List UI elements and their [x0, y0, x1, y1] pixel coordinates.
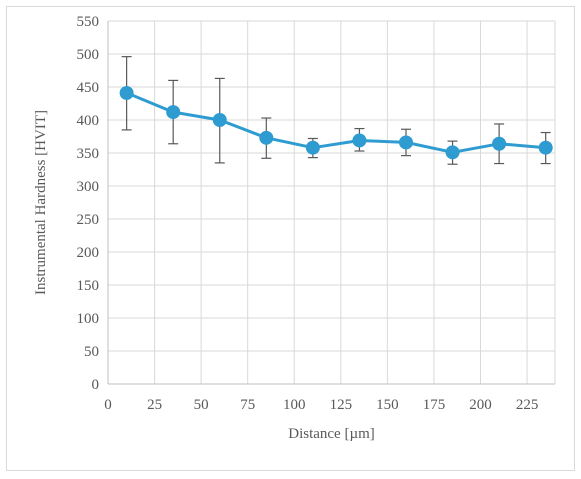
data-point — [120, 86, 133, 99]
y-tick-label: 550 — [77, 14, 100, 30]
data-point — [213, 114, 226, 127]
data-point — [539, 141, 552, 154]
x-tick-label: 100 — [283, 397, 306, 413]
data-point — [446, 146, 459, 159]
x-tick-label: 150 — [376, 397, 399, 413]
error-bars — [122, 57, 551, 165]
y-tick-label: 400 — [77, 113, 100, 129]
data-point — [260, 131, 273, 144]
data-point — [167, 106, 180, 119]
y-tick-label: 500 — [77, 47, 100, 63]
y-tick-label: 200 — [77, 245, 100, 261]
x-tick-label: 0 — [104, 397, 112, 413]
y-tick-label: 350 — [77, 146, 100, 162]
data-point — [306, 141, 319, 154]
x-tick-label: 175 — [423, 397, 446, 413]
chart-frame: 0 50 100 150 200 250 300 350 400 450 500 550 0 25 50 75… — [6, 6, 575, 471]
x-tick-label: 200 — [469, 397, 492, 413]
series-line — [127, 93, 546, 152]
y-tick-label: 450 — [77, 80, 100, 96]
x-tick-label: 75 — [240, 397, 255, 413]
y-tick-label: 100 — [77, 311, 100, 327]
series-path — [127, 93, 546, 152]
hardness-chart: 0 50 100 150 200 250 300 350 400 450 500 550 0 25 50 75… — [7, 7, 576, 472]
x-tick-label: 25 — [147, 397, 162, 413]
axes — [108, 21, 555, 384]
x-tick-label: 125 — [330, 397, 353, 413]
y-tick-label: 250 — [77, 212, 100, 228]
gridlines — [108, 21, 555, 384]
y-tick-label: 150 — [77, 278, 100, 294]
x-axis-title: Distance [µm] — [288, 426, 375, 442]
x-tick-label: 225 — [516, 397, 539, 413]
y-axis-title: Instrumental Hardness [HVIT] — [33, 110, 49, 295]
data-point — [353, 134, 366, 147]
data-point — [400, 136, 413, 149]
y-tick-label: 300 — [77, 179, 100, 195]
data-point — [493, 137, 506, 150]
y-tick-label: 50 — [84, 344, 99, 360]
tick-labels: 0 50 100 150 200 250 300 350 400 450 500 550 0 25 50 75… — [77, 14, 539, 413]
data-points — [120, 86, 552, 158]
y-tick-label: 0 — [92, 377, 100, 393]
x-tick-label: 50 — [194, 397, 209, 413]
